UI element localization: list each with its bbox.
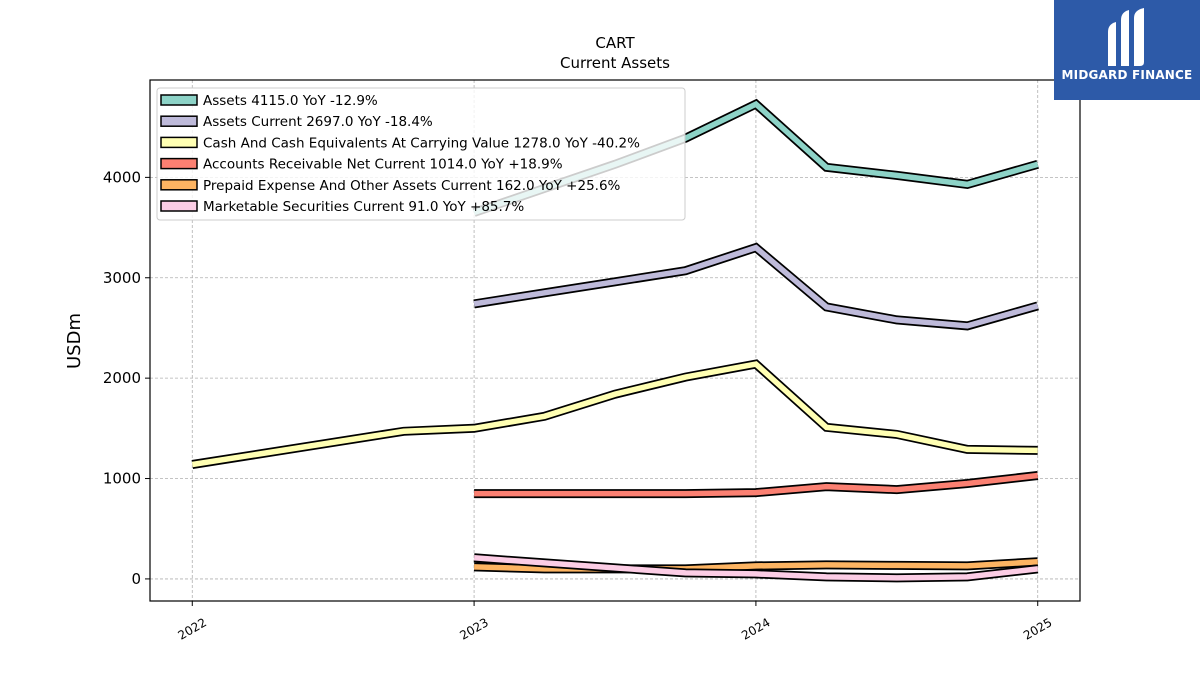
- series-3: [474, 471, 1039, 499]
- chart-subtitle: Current Assets: [560, 54, 670, 72]
- legend-box: [156, 87, 686, 221]
- series-line: [473, 555, 1039, 581]
- legend-swatch: [160, 94, 198, 106]
- y-tick-label: 4000: [103, 168, 141, 186]
- legend-label: Assets 4115.0 YoY -12.9%: [203, 93, 378, 109]
- legend-swatch: [160, 115, 198, 127]
- plot-frame: [149, 79, 1081, 602]
- x-tick-label: 2022: [176, 615, 209, 642]
- series-5: [473, 553, 1039, 583]
- y-tick-label: 3000: [103, 269, 141, 287]
- series-2: [191, 359, 1038, 469]
- x-tick-label: 2024: [739, 615, 772, 642]
- y-tick-label: 0: [131, 570, 141, 588]
- x-ticks: 2022 2023 2024 2025: [176, 601, 1054, 643]
- midgard-finance-logo: MIDGARD FINANCE: [1054, 0, 1200, 100]
- series-line-outline: [191, 359, 1038, 469]
- legend-label: Assets Current 2697.0 YoY -18.4%: [203, 114, 433, 130]
- y-tick-label: 2000: [103, 369, 141, 387]
- legend-swatch: [160, 157, 198, 170]
- legend-swatch: [160, 136, 198, 149]
- legend: Assets 4115.0 YoY -12.9% Assets Current 2…: [156, 87, 686, 221]
- series-line: [473, 244, 1039, 329]
- series-layer: [191, 98, 1039, 583]
- x-tick-label: 2023: [457, 615, 490, 642]
- midgard-logo-icon: [1108, 8, 1144, 66]
- legend-label: Prepaid Expense And Other Assets Current…: [203, 178, 621, 194]
- y-axis-label: USDm: [64, 313, 85, 369]
- legend-swatch: [160, 200, 198, 212]
- series-line: [191, 361, 1038, 468]
- legend-label: Accounts Receivable Net Current 1014.0 Y…: [203, 157, 563, 173]
- chart-title: CART: [595, 34, 635, 52]
- legend-swatch: [160, 179, 198, 191]
- y-ticks: 0 1000 2000 3000 4000: [103, 168, 150, 588]
- series-1: [473, 242, 1039, 331]
- legend-label: Marketable Securities Current 91.0 YoY +…: [203, 199, 524, 215]
- x-tick-label: 2025: [1021, 615, 1054, 642]
- logo-text: MIDGARD FINANCE: [1061, 68, 1193, 82]
- y-tick-label: 1000: [103, 470, 141, 488]
- legend-label: Cash And Cash Equivalents At Carrying Va…: [203, 135, 640, 151]
- series-line: [474, 472, 1039, 497]
